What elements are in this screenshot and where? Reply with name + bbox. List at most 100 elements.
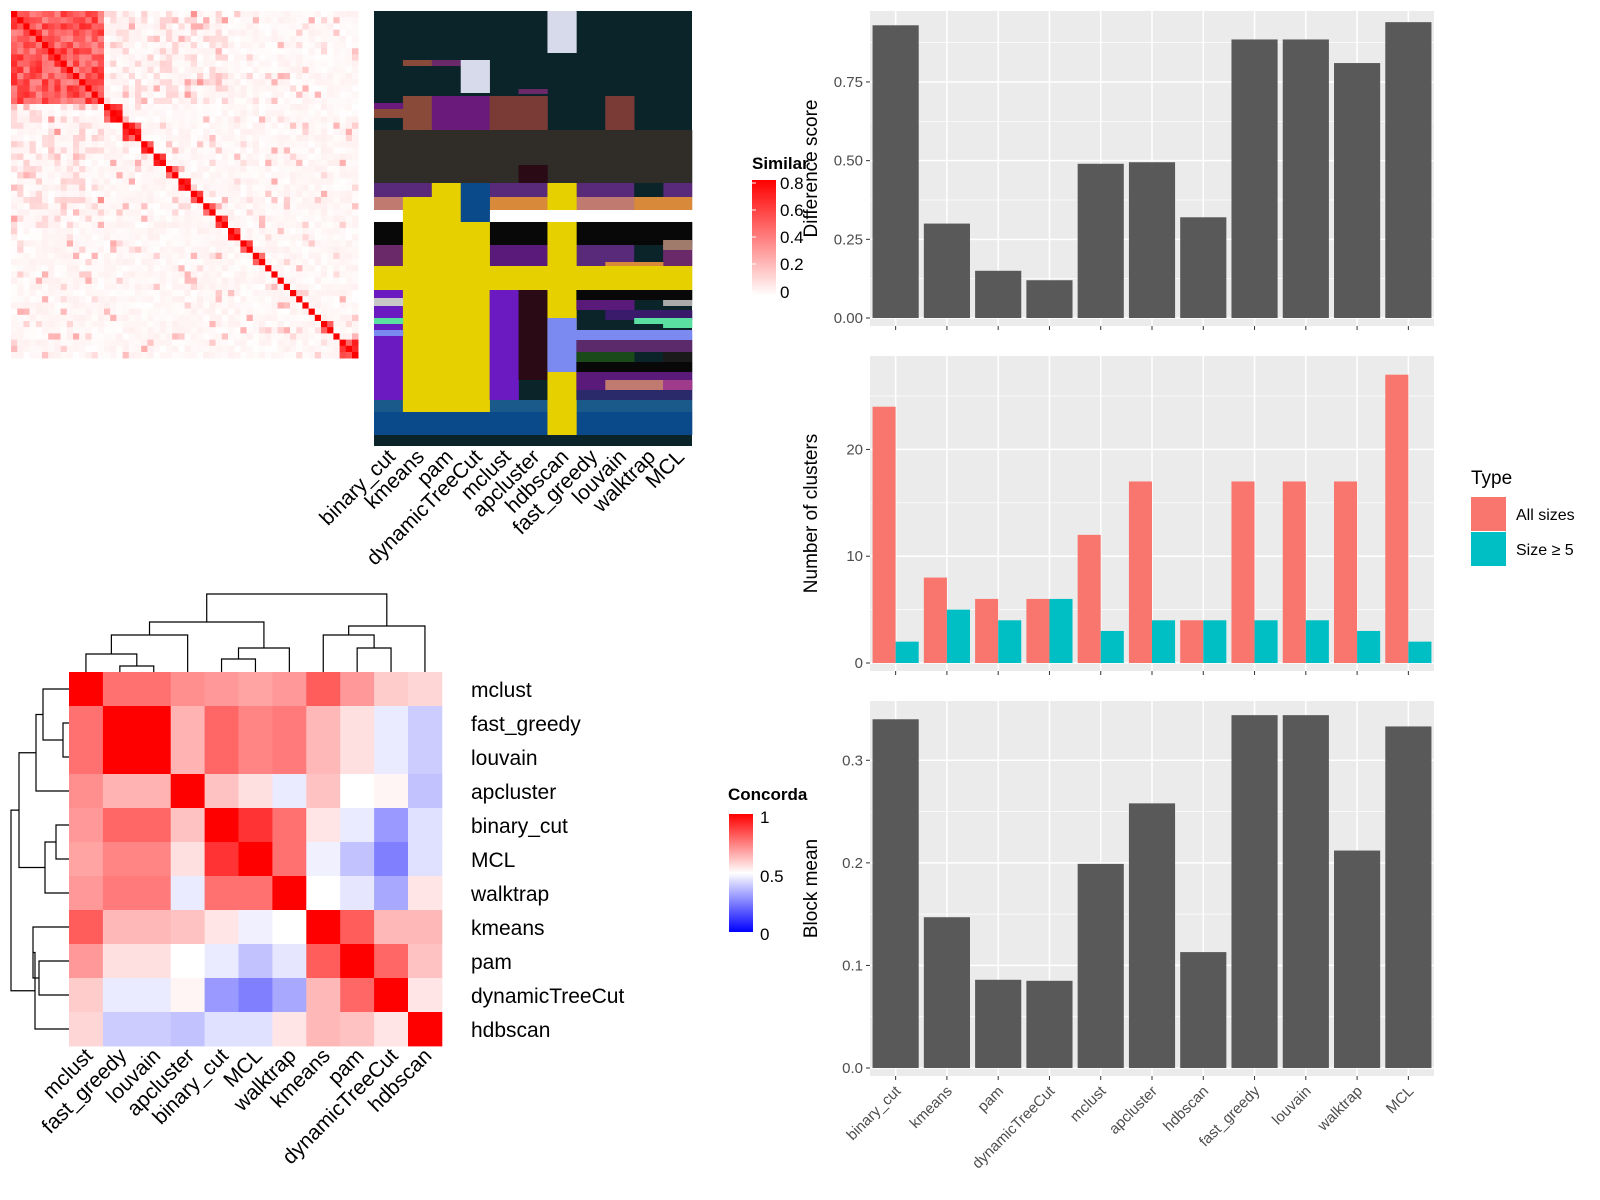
- similarity-cell: [314, 73, 322, 80]
- similarity-cell: [48, 116, 55, 123]
- similarity-cell: [85, 228, 92, 235]
- similarity-cell: [190, 252, 198, 260]
- similarity-cell: [110, 42, 117, 49]
- similarity-cell: [314, 17, 322, 24]
- similarity-cell: [73, 79, 80, 86]
- similarity-cell: [246, 91, 254, 99]
- similarity-cell: [234, 321, 241, 328]
- similarity-cell: [283, 190, 291, 198]
- similarity-cell: [29, 110, 37, 117]
- similarity-cell: [333, 166, 340, 173]
- similarity-cell: [296, 116, 303, 123]
- similarity-cell: [172, 296, 179, 303]
- bar: [1231, 39, 1278, 319]
- similarity-cell: [128, 339, 136, 347]
- similarity-cell: [203, 296, 210, 303]
- similarity-cell: [283, 79, 291, 86]
- similarity-cell: [172, 104, 179, 111]
- label-band: [460, 60, 490, 93]
- similarity-cell: [277, 327, 285, 334]
- similarity-cell: [327, 178, 334, 185]
- similarity-cell: [122, 147, 130, 154]
- similarity-cell: [159, 141, 167, 148]
- similarity-cell: [345, 17, 353, 24]
- similarity-cell: [110, 48, 117, 55]
- similarity-cell: [141, 104, 148, 111]
- similarity-cell: [246, 141, 254, 148]
- similarity-cell: [42, 48, 49, 55]
- similarity-cell: [104, 166, 111, 173]
- similarity-cell: [104, 116, 111, 123]
- similarity-cell: [42, 259, 49, 266]
- similarity-cell: [42, 54, 49, 61]
- similarity-cell: [147, 97, 154, 105]
- similarity-legend-ticks: 0.80.60.40.20: [752, 174, 804, 302]
- similarity-cell: [290, 29, 297, 37]
- similarity-cell: [141, 73, 148, 80]
- concordance-cell: [102, 842, 138, 877]
- similarity-cell: [240, 209, 247, 216]
- label-band: [374, 109, 404, 118]
- similarity-cell: [178, 128, 185, 136]
- similarity-cell: [147, 172, 154, 179]
- similarity-cell: [352, 48, 359, 55]
- similarity-cell: [184, 333, 192, 340]
- similarity-cell: [327, 333, 334, 340]
- similarity-cell: [246, 259, 254, 266]
- similarity-cell: [290, 54, 297, 61]
- similarity-cell: [321, 166, 328, 173]
- similarity-cell: [23, 283, 30, 291]
- similarity-cell: [104, 228, 111, 235]
- similarity-cell: [314, 166, 322, 173]
- similarity-cell: [240, 240, 247, 247]
- similarity-cell: [128, 60, 136, 68]
- similarity-cell: [265, 339, 272, 347]
- similarity-cell: [252, 345, 260, 353]
- similarity-cell: [128, 110, 136, 117]
- concordance-heatmap: [69, 672, 443, 1047]
- similarity-cell: [283, 209, 291, 216]
- similarity-cell: [35, 66, 43, 74]
- similarity-cell: [314, 178, 322, 185]
- similarity-cell: [234, 128, 241, 136]
- similarity-cell: [240, 23, 247, 30]
- similarity-cell: [17, 302, 24, 309]
- type-legend-label-size-5: Size ≥ 5: [1516, 542, 1574, 559]
- similarity-cell: [234, 296, 241, 303]
- similarity-cell: [66, 122, 74, 130]
- similarity-cell: [345, 234, 353, 241]
- concordance-cell: [306, 876, 341, 911]
- similarity-cell: [153, 221, 161, 229]
- similarity-cell: [240, 42, 247, 49]
- similarity-cell: [122, 104, 130, 111]
- similarity-cell: [122, 209, 130, 216]
- similarity-cell: [221, 321, 229, 328]
- similarity-cell: [91, 265, 99, 272]
- similarity-cell: [203, 42, 210, 49]
- similarity-cell: [234, 246, 241, 254]
- similarity-cell: [110, 147, 117, 154]
- similarity-cell: [116, 178, 123, 185]
- similarity-cell: [128, 333, 136, 340]
- similarity-cell: [246, 48, 254, 55]
- similarity-cell: [29, 234, 37, 241]
- concordance-cell: [306, 910, 341, 945]
- similarity-cell: [85, 178, 92, 185]
- similarity-cell: [135, 252, 142, 260]
- similarity-cell: [333, 290, 340, 297]
- similarity-cell: [91, 23, 99, 30]
- similarity-cell: [228, 104, 235, 111]
- similarity-cell: [184, 197, 192, 204]
- similarity-cell: [209, 209, 216, 216]
- similarity-cell: [221, 79, 229, 86]
- similarity-cell: [352, 79, 359, 86]
- similarity-cell: [91, 234, 99, 241]
- similarity-cell: [91, 122, 99, 130]
- similarity-cell: [209, 104, 216, 111]
- similarity-cell: [234, 209, 241, 216]
- similarity-cell: [11, 259, 18, 266]
- similarity-cell: [29, 141, 37, 148]
- similarity-cell: [209, 11, 216, 18]
- similarity-cell: [172, 141, 179, 148]
- similarity-cell: [345, 259, 353, 266]
